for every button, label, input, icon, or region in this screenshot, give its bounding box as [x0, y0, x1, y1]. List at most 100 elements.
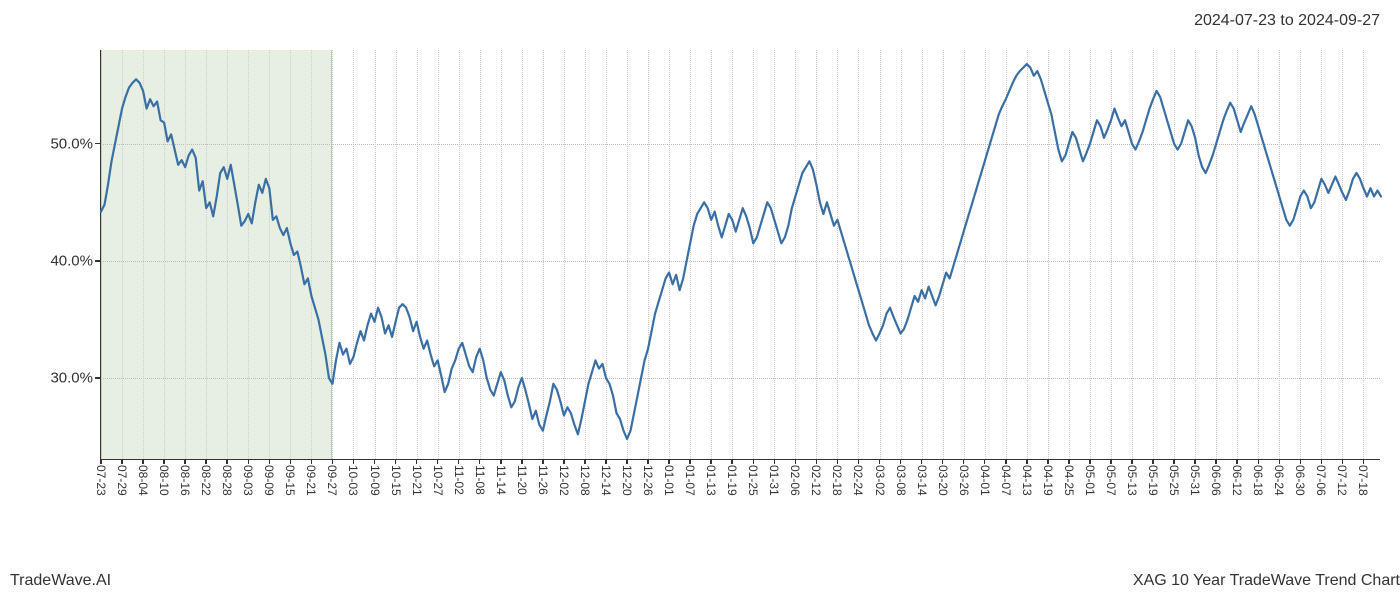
x-tick-mark	[1005, 459, 1007, 464]
x-tick-mark	[248, 459, 250, 464]
x-tick-label: 02-24	[851, 465, 865, 496]
x-tick-mark	[563, 459, 565, 464]
x-tick-mark	[1026, 459, 1028, 464]
x-tick-label: 09-09	[262, 465, 276, 496]
x-tick-label: 05-31	[1188, 465, 1202, 496]
x-tick-mark	[710, 459, 712, 464]
x-tick-mark	[416, 459, 418, 464]
x-tick-mark	[731, 459, 733, 464]
x-tick-label: 09-21	[304, 465, 318, 496]
x-tick-mark	[163, 459, 165, 464]
x-tick-mark	[1236, 459, 1238, 464]
x-tick-label: 07-18	[1356, 465, 1370, 496]
x-tick-label: 07-23	[94, 465, 108, 496]
x-tick-mark	[1215, 459, 1217, 464]
x-tick-mark	[437, 459, 439, 464]
x-tick-mark	[374, 459, 376, 464]
x-tick-label: 03-14	[915, 465, 929, 496]
x-tick-mark	[753, 459, 755, 464]
x-tick-label: 06-18	[1251, 465, 1265, 496]
x-tick-mark	[479, 459, 481, 464]
x-tick-label: 06-24	[1272, 465, 1286, 496]
x-tick-label: 02-18	[830, 465, 844, 496]
x-tick-label: 07-06	[1314, 465, 1328, 496]
x-tick-label: 05-19	[1146, 465, 1160, 496]
y-tick-label: 30.0%	[50, 370, 101, 387]
x-tick-mark	[1152, 459, 1154, 464]
x-tick-label: 09-03	[241, 465, 255, 496]
x-tick-label: 01-31	[767, 465, 781, 496]
x-tick-mark	[689, 459, 691, 464]
x-tick-mark	[984, 459, 986, 464]
x-tick-mark	[226, 459, 228, 464]
x-tick-label: 06-30	[1293, 465, 1307, 496]
x-tick-label: 11-08	[473, 465, 487, 495]
x-tick-mark	[142, 459, 144, 464]
date-range-label: 2024-07-23 to 2024-09-27	[1194, 12, 1380, 30]
x-tick-label: 08-04	[136, 465, 150, 496]
x-tick-mark	[1089, 459, 1091, 464]
x-tick-mark	[921, 459, 923, 464]
x-tick-label: 08-10	[157, 465, 171, 496]
x-tick-label: 12-14	[599, 465, 613, 496]
x-tick-mark	[521, 459, 523, 464]
x-tick-mark	[290, 459, 292, 464]
x-tick-label: 03-02	[873, 465, 887, 496]
x-tick-label: 01-19	[725, 465, 739, 496]
x-tick-label: 05-13	[1125, 465, 1139, 496]
x-tick-label: 09-15	[283, 465, 297, 496]
x-tick-label: 01-07	[683, 465, 697, 496]
x-tick-label: 12-26	[641, 465, 655, 496]
x-tick-mark	[605, 459, 607, 464]
x-tick-mark	[774, 459, 776, 464]
x-tick-label: 06-06	[1209, 465, 1223, 496]
x-tick-mark	[1321, 459, 1323, 464]
x-tick-label: 02-06	[788, 465, 802, 496]
x-tick-mark	[458, 459, 460, 464]
x-tick-label: 12-20	[620, 465, 634, 496]
x-tick-mark	[668, 459, 670, 464]
x-tick-label: 06-12	[1230, 465, 1244, 496]
x-tick-mark	[1342, 459, 1344, 464]
x-tick-label: 05-01	[1083, 465, 1097, 496]
x-tick-mark	[1068, 459, 1070, 464]
x-tick-mark	[1258, 459, 1260, 464]
x-tick-label: 05-07	[1104, 465, 1118, 496]
x-tick-mark	[626, 459, 628, 464]
brand-label: TradeWave.AI	[10, 572, 111, 590]
chart-title: XAG 10 Year TradeWave Trend Chart	[1133, 572, 1400, 590]
x-tick-label: 11-20	[515, 465, 529, 495]
x-tick-mark	[269, 459, 271, 464]
trend-line	[101, 50, 1380, 459]
chart-plot-area: 30.0%40.0%50.0%07-2307-2908-0408-1008-16…	[100, 50, 1380, 460]
x-tick-mark	[121, 459, 123, 464]
x-tick-label: 03-26	[957, 465, 971, 496]
x-tick-mark	[1279, 459, 1281, 464]
x-tick-mark	[395, 459, 397, 464]
x-tick-label: 01-01	[662, 465, 676, 496]
x-tick-mark	[942, 459, 944, 464]
x-tick-label: 03-08	[894, 465, 908, 496]
x-tick-mark	[184, 459, 186, 464]
x-tick-mark	[584, 459, 586, 464]
x-tick-mark	[963, 459, 965, 464]
x-tick-label: 04-01	[978, 465, 992, 496]
x-tick-label: 12-08	[578, 465, 592, 496]
x-tick-label: 04-07	[999, 465, 1013, 496]
y-tick-label: 40.0%	[50, 252, 101, 269]
x-tick-mark	[1363, 459, 1365, 464]
x-tick-mark	[816, 459, 818, 464]
x-tick-label: 11-02	[452, 465, 466, 495]
x-tick-label: 05-25	[1167, 465, 1181, 496]
x-tick-label: 10-15	[389, 465, 403, 496]
x-tick-mark	[1194, 459, 1196, 464]
x-tick-label: 07-29	[115, 465, 129, 496]
x-tick-mark	[1047, 459, 1049, 464]
x-tick-mark	[858, 459, 860, 464]
x-tick-mark	[353, 459, 355, 464]
x-tick-mark	[647, 459, 649, 464]
x-tick-label: 10-03	[346, 465, 360, 496]
x-tick-label: 02-12	[809, 465, 823, 496]
x-tick-label: 04-13	[1020, 465, 1034, 496]
x-tick-label: 08-28	[220, 465, 234, 496]
